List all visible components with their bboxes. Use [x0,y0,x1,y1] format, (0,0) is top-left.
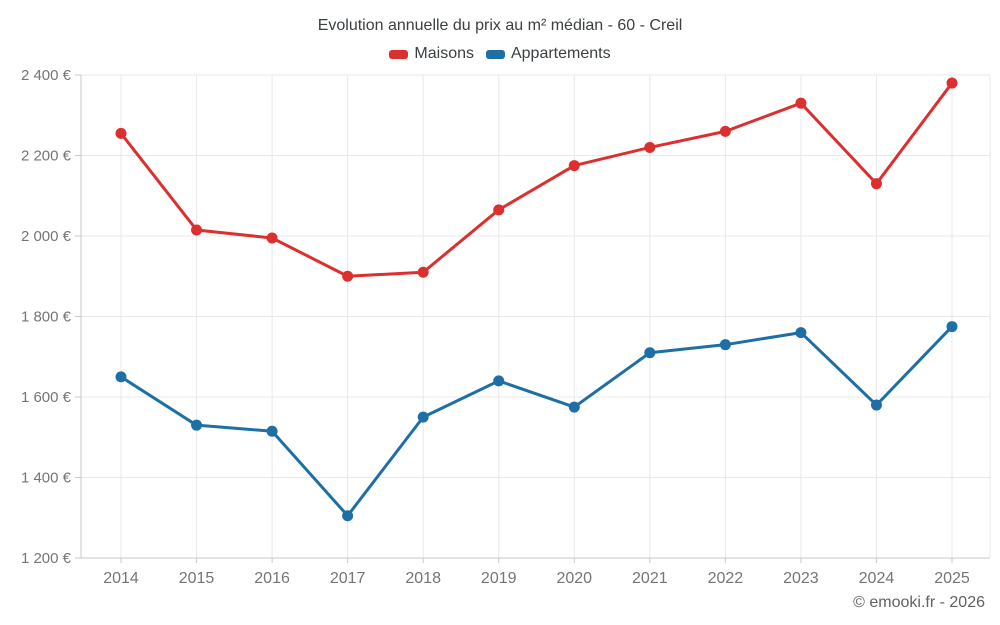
copyright-watermark: © emooki.fr - 2026 [853,594,985,611]
x-axis-label: 2018 [405,570,441,587]
maisons-point-2018 [417,266,429,278]
x-axis-label: 2017 [330,570,366,587]
maisons-point-2023 [795,97,807,109]
maisons-series-line [119,81,954,278]
legend-label-maisons: Maisons [414,45,474,62]
legend-item-appartements[interactable]: Appartements [485,45,611,63]
appartements-point-2020 [568,401,580,413]
y-axis-label: 1 200 € [21,550,72,567]
maisons-point-2020 [568,160,580,172]
x-axis-label: 2014 [103,570,139,587]
y-axis-label: 1 800 € [21,309,72,326]
y-axis-label: 2 200 € [21,148,72,165]
x-axis-label: 2015 [179,570,215,587]
chart-title: Evolution annuelle du prix au m² médian … [317,17,683,34]
appartements-point-2017 [342,510,354,522]
chart-legend: Maisons Appartements [0,45,1000,63]
appartements-point-2019 [493,375,505,387]
appartements-point-2021 [644,347,656,359]
x-axis-label: 2023 [783,570,819,587]
maisons-point-2021 [644,141,656,153]
x-axis-label: 2019 [481,570,517,587]
maisons-point-2022 [719,125,731,137]
legend-label-appartements: Appartements [510,45,611,62]
x-axis-label: 2024 [859,570,895,587]
maisons-point-2024 [870,178,882,190]
y-axis-label: 2 400 € [21,67,72,84]
maisons-point-2015 [191,224,203,236]
maisons-point-2025 [946,77,958,89]
maisons-point-2016 [266,232,278,244]
appartements-point-2024 [870,399,882,411]
y-axis-label: 2 000 € [21,228,72,245]
appartements-point-2015 [191,419,203,431]
maisons-point-2017 [342,270,354,282]
y-axis-label: 1 600 € [21,389,72,406]
x-axis-label: 2016 [254,570,290,587]
maisons-point-2014 [115,127,127,139]
appartements-point-2014 [115,371,127,383]
appartements-point-2018 [417,411,429,423]
appartements-point-2016 [266,425,278,437]
x-axis-label: 2020 [556,570,592,587]
x-axis-label: 2025 [934,570,970,587]
appartements-point-2025 [946,321,958,333]
x-axis-label: 2022 [708,570,744,587]
appartements-series-marker-icon [485,49,505,59]
legend-item-maisons[interactable]: Maisons [389,45,474,63]
maisons-point-2019 [493,204,505,216]
y-axis-label: 1 400 € [21,470,72,487]
maisons-series-marker-icon [389,49,409,59]
appartements-point-2023 [795,327,807,339]
appartements-point-2022 [719,339,731,351]
x-axis-label: 2021 [632,570,668,587]
appartements-series-line [119,325,954,518]
